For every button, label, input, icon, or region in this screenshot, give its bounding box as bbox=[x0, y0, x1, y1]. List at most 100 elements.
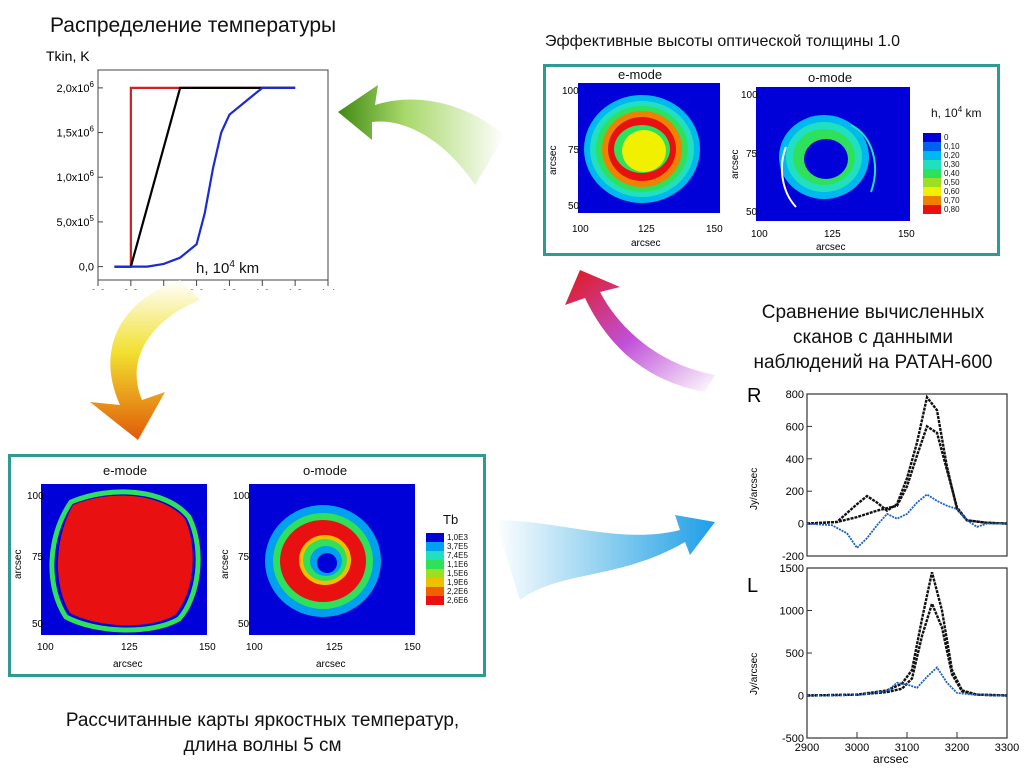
tb-o-ylabel: arcsec bbox=[220, 550, 231, 579]
comparison-title-line-2: сканов с данными bbox=[793, 327, 953, 348]
opt-legend-swatch bbox=[923, 196, 941, 205]
opt-legend-swatch bbox=[923, 160, 941, 169]
opt-o-xtick-3: 150 bbox=[898, 229, 915, 240]
tb-e-disk-red bbox=[57, 495, 193, 626]
tb-o-ytick-3: 50 bbox=[238, 619, 250, 630]
tb-legend-item: 1,9E6 bbox=[426, 578, 468, 587]
scan-ytick-label: 800 bbox=[786, 389, 804, 401]
scan-xtick-label: 3100 bbox=[895, 742, 919, 754]
scan-l-frame bbox=[806, 567, 1008, 739]
opt-e-mode-label: e-mode bbox=[618, 67, 663, 82]
optical-depth-maps-frame: e-mode o-mode 100 75 50 100 125 150 arcs… bbox=[543, 64, 1000, 256]
temp-ytick-label: 0,0 bbox=[79, 262, 94, 274]
tb-o-core bbox=[317, 553, 337, 573]
tb-legend-swatch bbox=[426, 587, 444, 596]
temp-xlabel-exponent: 4 bbox=[229, 259, 235, 270]
scan-ytick-label: -500 bbox=[782, 733, 804, 745]
temp-ytick-label: 1,0x106 bbox=[57, 169, 95, 184]
scan-ytick-label: 1500 bbox=[780, 563, 804, 575]
tb-e-ytick-3: 50 bbox=[32, 619, 44, 630]
scan-ytick-label: 500 bbox=[786, 648, 804, 660]
tb-legend-swatch bbox=[426, 533, 444, 542]
opt-e-xlabel: arcsec bbox=[631, 238, 660, 249]
opt-legend-label: 0,50 bbox=[944, 178, 960, 187]
tb-legend-item: 1,0E3 bbox=[426, 533, 468, 542]
tb-legend-item: 1,5E6 bbox=[426, 569, 468, 578]
opt-legend-item: 0,70 bbox=[923, 196, 960, 205]
scan-series-line bbox=[806, 600, 1008, 697]
tb-legend-label: 1,1E6 bbox=[447, 560, 468, 569]
opt-legend-swatch bbox=[923, 142, 941, 151]
comparison-title: Сравнение вычисленных сканов с данными н… bbox=[728, 300, 1018, 375]
tb-legend-label: 1,5E6 bbox=[447, 569, 468, 578]
tb-legend-item: 3,7E5 bbox=[426, 542, 468, 551]
scan-l-yticks: 1500 1000 500 0 -500 bbox=[780, 563, 812, 745]
scan-xtick-label: 2900 bbox=[795, 742, 819, 754]
temp-xtick-label: 0,6 bbox=[189, 288, 204, 290]
temp-xtick-label: 0,8 bbox=[222, 288, 237, 290]
magenta-arrow-icon bbox=[565, 270, 715, 392]
scan-ytick-label: -200 bbox=[782, 551, 804, 563]
temp-series-line bbox=[114, 86, 296, 268]
temp-ylabel: Tkin, K bbox=[46, 48, 90, 64]
opt-legend-item: 0 bbox=[923, 133, 960, 142]
scan-l-series bbox=[806, 571, 1008, 697]
tb-o-ytick-2: 75 bbox=[238, 552, 250, 563]
tb-legend-swatch bbox=[426, 542, 444, 551]
tb-e-ytick-2: 75 bbox=[32, 552, 44, 563]
temp-ytick-exponent: 5 bbox=[90, 214, 95, 223]
tb-legend-item: 2,6E6 bbox=[426, 596, 468, 605]
scan-series-line bbox=[806, 571, 1008, 697]
brightness-maps-frame: e-mode o-mode 100 75 50 100 125 150 arcs… bbox=[8, 454, 486, 677]
scan-xtick-label: 3000 bbox=[845, 742, 869, 754]
opt-legend-swatch bbox=[923, 133, 941, 142]
tb-legend-swatch bbox=[426, 596, 444, 605]
opt-e-ytick-3: 50 bbox=[568, 201, 580, 212]
opt-e-xtick-3: 150 bbox=[706, 224, 723, 235]
temp-ytick-label: 2,0x106 bbox=[57, 80, 95, 95]
brightness-maps: 100 75 50 100 125 150 arcsec arcsec 100 … bbox=[13, 484, 421, 670]
opt-e-ytick-1: 100 bbox=[562, 86, 579, 97]
opt-legend-title-unit: km bbox=[962, 106, 982, 120]
scan-series-line bbox=[806, 424, 1008, 525]
scan-xtick-label: 3200 bbox=[945, 742, 969, 754]
scan-xtick-label: 3300 bbox=[995, 742, 1019, 754]
opt-legend-label: 0,70 bbox=[944, 196, 960, 205]
temp-ytick-exponent: 6 bbox=[90, 80, 95, 89]
tb-legend-item: 2,2E6 bbox=[426, 587, 468, 596]
scan-series-line bbox=[806, 493, 1007, 550]
scan-ytick-label: 400 bbox=[786, 454, 804, 466]
tb-legend-swatch bbox=[426, 551, 444, 560]
brightness-title-line-2: длина волны 5 см bbox=[183, 735, 342, 756]
opt-e-ylabel: arcsec bbox=[548, 146, 559, 175]
opt-legend-label: 0,40 bbox=[944, 169, 960, 178]
tb-e-xtick-1: 100 bbox=[37, 642, 54, 653]
scan-r-series bbox=[806, 394, 1008, 550]
opt-legend-label: 0,80 bbox=[944, 205, 960, 214]
scan-ytick-label: 0 bbox=[798, 519, 804, 531]
opt-legend-item: 0,80 bbox=[923, 205, 960, 214]
opt-e-core-yellow bbox=[622, 130, 666, 172]
opt-legend-title-exponent: 4 bbox=[957, 105, 963, 114]
temp-ytick-exponent: 6 bbox=[90, 125, 95, 134]
scan-series-line bbox=[806, 666, 1008, 697]
scan-series-line bbox=[806, 394, 1008, 525]
temp-xlabel-base: h, 10 bbox=[196, 260, 230, 277]
opt-legend-label: 0,30 bbox=[944, 160, 960, 169]
tb-o-xtick-1: 100 bbox=[246, 642, 263, 653]
temp-ytick-label: 5,0x105 bbox=[57, 214, 95, 229]
opt-o-ytick-2: 75 bbox=[746, 149, 758, 160]
opt-e-xtick-1: 100 bbox=[572, 224, 589, 235]
scan-r-yticks: 800 600 400 200 0 -200 bbox=[782, 389, 812, 563]
tb-legend-item: 1,1E6 bbox=[426, 560, 468, 569]
tb-legend-label: 7,4E5 bbox=[447, 551, 468, 560]
opt-e-xtick-2: 125 bbox=[638, 224, 655, 235]
opt-legend-swatch bbox=[923, 151, 941, 160]
tb-legend-label: 2,2E6 bbox=[447, 587, 468, 596]
opt-legend-label: 0,10 bbox=[944, 142, 960, 151]
opt-legend: 0 0,10 0,20 0,30 0,40 0,50 0,60 0,70 0,80 bbox=[923, 133, 960, 214]
opt-legend-item: 0,60 bbox=[923, 187, 960, 196]
opt-o-ytick-1: 100 bbox=[741, 90, 758, 101]
tb-legend-label: 2,6E6 bbox=[447, 596, 468, 605]
opt-legend-item: 0,50 bbox=[923, 178, 960, 187]
